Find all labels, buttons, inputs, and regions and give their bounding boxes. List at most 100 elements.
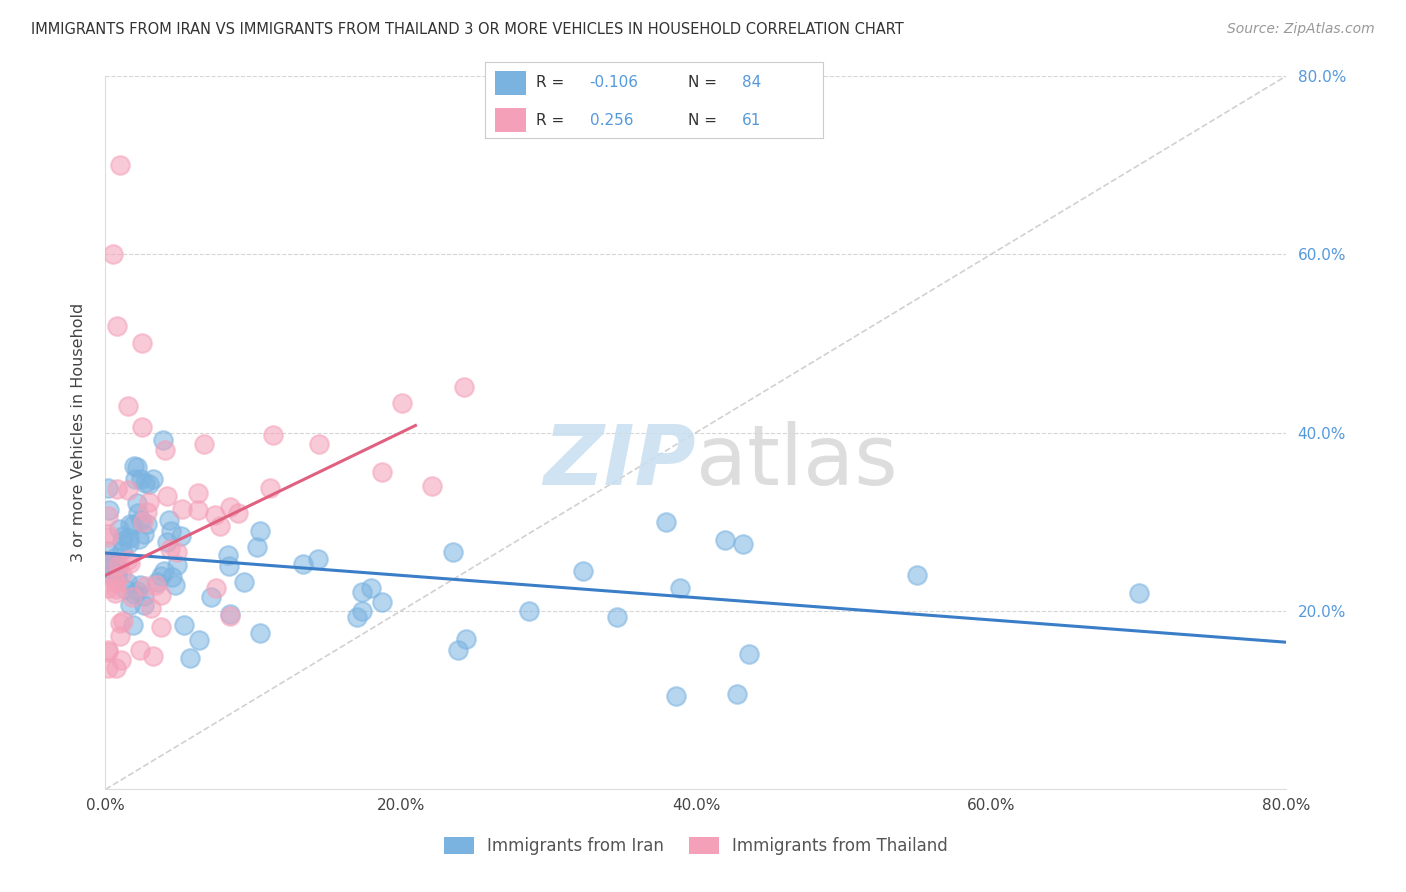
Point [104,585,127,599]
Point [100,555,122,569]
Point [134,579,156,593]
Point [453,380,475,394]
Point [160,524,183,538]
Point [447,643,470,657]
Point [124,472,146,486]
Point [118,531,141,545]
Point [117,399,139,413]
Point [360,581,382,595]
Point [157,512,180,526]
Point [97,553,120,567]
Point [166,558,188,572]
Point [655,515,678,529]
Point [131,420,153,434]
Point [165,577,187,591]
Point [173,618,195,632]
Point [606,610,628,624]
Point [217,548,239,562]
Point [111,529,134,543]
Point [149,620,172,634]
Point [153,443,176,458]
Point [108,629,131,643]
Point [138,495,160,509]
Text: N =: N = [688,76,721,90]
Point [218,558,240,573]
Point [97,543,120,558]
Point [307,552,329,566]
Point [117,576,139,591]
Point [110,653,132,667]
Point [571,564,593,578]
Point [122,587,145,601]
Point [179,650,201,665]
Point [131,472,153,486]
Point [105,569,128,583]
Point [129,643,152,657]
Point [733,537,755,551]
Point [725,687,748,701]
Point [107,482,129,496]
Point [107,562,129,576]
Point [125,460,148,475]
Point [105,582,128,597]
Point [219,500,242,515]
Point [122,518,145,533]
Point [97,661,120,675]
Point [135,516,157,531]
Point [110,158,132,172]
Point [1128,586,1150,600]
Point [422,479,444,493]
Point [125,584,148,599]
Point [97,527,120,541]
Point [149,588,172,602]
Point [226,506,249,520]
Point [665,690,688,704]
Point [152,433,174,447]
Point [128,533,150,547]
Point [127,506,149,520]
Point [391,395,413,409]
Point [738,647,761,661]
Point [97,530,120,544]
Point [350,585,373,599]
Point [104,575,127,590]
Text: atlas: atlas [696,421,897,501]
Point [132,598,155,612]
Point [110,533,132,548]
Point [262,427,284,442]
Text: 0.256: 0.256 [589,112,633,128]
Text: IMMIGRANTS FROM IRAN VS IMMIGRANTS FROM THAILAND 3 OR MORE VEHICLES IN HOUSEHOLD: IMMIGRANTS FROM IRAN VS IMMIGRANTS FROM … [31,22,904,37]
Point [308,437,330,451]
Point [246,540,269,554]
Point [97,643,120,657]
Point [98,503,121,517]
Point [131,336,153,351]
Text: 61: 61 [741,112,761,128]
Point [117,483,139,497]
Point [291,557,314,571]
Point [97,645,120,659]
Y-axis label: 3 or more Vehicles in Household: 3 or more Vehicles in Household [72,303,86,562]
Point [160,569,183,583]
Point [187,486,209,500]
Point [122,458,145,473]
Point [187,503,209,517]
Point [103,574,125,589]
Point [146,574,169,589]
Point [517,604,540,618]
Text: 84: 84 [741,76,761,90]
Point [142,471,165,485]
Text: N =: N = [688,112,721,128]
Point [97,508,120,523]
Point [188,633,211,648]
Point [204,581,226,595]
Point [156,489,179,503]
Point [132,515,155,529]
Point [122,618,145,632]
Point [108,522,131,536]
Point [101,555,124,569]
Point [111,614,134,628]
Point [232,574,254,589]
Point [118,598,141,612]
Point [153,565,176,579]
